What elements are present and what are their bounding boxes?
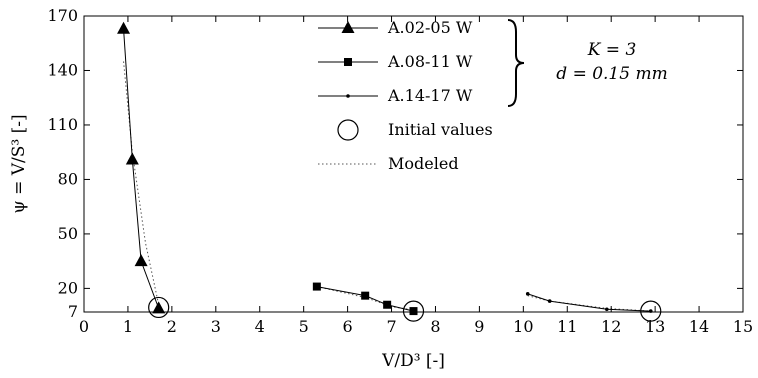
brace-icon — [507, 19, 525, 107]
dot-marker — [605, 307, 609, 312]
initial-value-circle — [402, 300, 425, 322]
series — [312, 282, 418, 316]
modeled-line — [527, 295, 651, 312]
series-line — [123, 28, 160, 309]
y-tick-label: 20 — [58, 278, 78, 297]
annotation-k: K = 3 — [587, 40, 637, 60]
y-tick-label: 170 — [47, 6, 78, 25]
annotation: K = 3 d = 0.15 mm — [507, 19, 668, 107]
x-tick-label: 12 — [601, 317, 621, 336]
modeled-line — [123, 61, 160, 305]
legend-entry: Initial values — [337, 119, 493, 141]
y-tick-label: 110 — [47, 115, 78, 134]
x-tick-label: 11 — [557, 317, 577, 336]
initial-value-circle — [640, 300, 662, 322]
square-marker — [344, 58, 352, 66]
x-tick-label: 10 — [513, 317, 533, 336]
legend-circle — [337, 119, 359, 141]
series-line — [316, 286, 414, 312]
legend-label: A.08-11 W — [387, 52, 473, 71]
x-tick-label: 3 — [211, 317, 221, 336]
x-tick-label: 9 — [474, 317, 484, 336]
legend-entry: Modeled — [318, 154, 459, 173]
square-marker — [409, 307, 418, 316]
plot-area — [117, 21, 662, 322]
square-marker — [312, 282, 321, 291]
y-tick-label: 7 — [68, 302, 78, 321]
triangle-marker — [134, 254, 148, 267]
x-tick-label: 14 — [689, 317, 709, 336]
square-marker — [361, 291, 370, 300]
dot-marker — [547, 299, 552, 303]
x-tick-label: 13 — [645, 317, 665, 336]
triangle-marker — [117, 21, 131, 34]
x-tick-label: 7 — [386, 317, 396, 336]
plot-frame — [83, 15, 744, 313]
legend-label: Initial values — [388, 120, 493, 139]
dot-marker — [525, 292, 530, 296]
legend-entry: A.08-11 W — [318, 52, 473, 71]
initial-value-circle — [148, 296, 170, 319]
x-tick-label: 2 — [167, 317, 177, 336]
legend-entry: A.14-17 W — [318, 86, 473, 105]
series-line — [527, 293, 651, 312]
legend-label: A.02-05 W — [387, 18, 473, 37]
series — [525, 292, 653, 313]
series — [117, 21, 166, 314]
y-axis-label: ψ = V/S³ [-] — [9, 114, 29, 213]
triangle-marker — [125, 152, 139, 165]
x-tick-label: 1 — [123, 317, 133, 336]
x-tick-label: 15 — [733, 317, 753, 336]
x-axis-label: V/D³ [-] — [381, 351, 445, 371]
y-tick-label: 140 — [47, 60, 78, 79]
y-tick-label: 80 — [58, 169, 78, 188]
x-tick-label: 6 — [343, 317, 353, 336]
x-tick-label: 4 — [255, 317, 265, 336]
x-tick-label: 8 — [430, 317, 440, 336]
legend-label: A.14-17 W — [387, 86, 473, 105]
annotation-d: d = 0.15 mm — [556, 64, 667, 84]
legend-label: Modeled — [388, 154, 459, 173]
dot-marker — [346, 94, 350, 98]
legend-entry: A.02-05 W — [318, 18, 473, 37]
triangle-marker — [152, 301, 166, 314]
legend: A.02-05 W A.08-11 W A.14-17 W Initial value… — [318, 18, 493, 173]
square-marker — [383, 300, 392, 309]
y-tick-label: 50 — [58, 224, 78, 243]
x-tick-label: 0 — [79, 317, 89, 336]
x-tick-label: 5 — [299, 317, 309, 336]
triangle-marker — [341, 21, 355, 33]
